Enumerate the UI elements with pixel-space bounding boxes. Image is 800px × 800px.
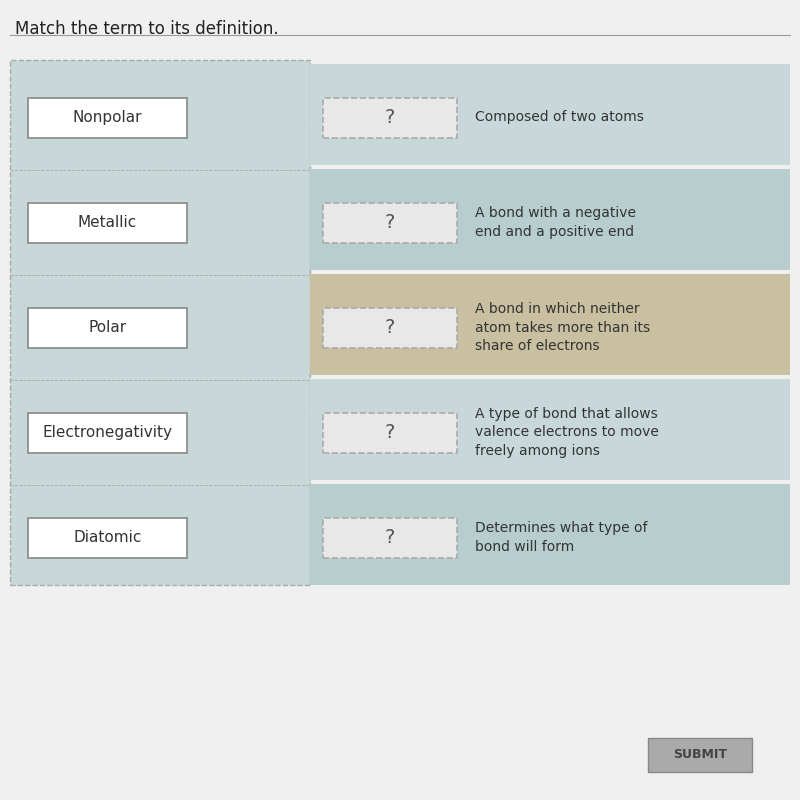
FancyBboxPatch shape [28, 98, 187, 138]
Bar [310, 64, 790, 165]
FancyBboxPatch shape [323, 98, 457, 138]
FancyBboxPatch shape [28, 413, 187, 453]
Text: ?: ? [385, 318, 395, 337]
Text: ?: ? [385, 108, 395, 127]
FancyBboxPatch shape [323, 307, 457, 347]
Bar [310, 274, 790, 375]
Bar [310, 484, 790, 585]
Text: Determines what type of
bond will form: Determines what type of bond will form [475, 522, 647, 554]
Text: Polar: Polar [89, 320, 126, 335]
FancyBboxPatch shape [28, 307, 187, 347]
Text: Diatomic: Diatomic [74, 530, 142, 545]
Text: Metallic: Metallic [78, 215, 137, 230]
FancyBboxPatch shape [323, 518, 457, 558]
FancyBboxPatch shape [28, 518, 187, 558]
FancyBboxPatch shape [648, 738, 752, 772]
Bar [310, 169, 790, 270]
Text: Match the term to its definition.: Match the term to its definition. [15, 20, 278, 38]
Text: Composed of two atoms: Composed of two atoms [475, 110, 644, 125]
Text: A bond in which neither
atom takes more than its
share of electrons: A bond in which neither atom takes more … [475, 302, 650, 353]
FancyBboxPatch shape [323, 202, 457, 242]
Text: SUBMIT: SUBMIT [673, 749, 727, 762]
Text: Nonpolar: Nonpolar [73, 110, 142, 125]
FancyBboxPatch shape [323, 413, 457, 453]
FancyBboxPatch shape [10, 60, 310, 585]
Bar [310, 379, 790, 480]
Text: ?: ? [385, 528, 395, 547]
Text: ?: ? [385, 213, 395, 232]
Text: Electronegativity: Electronegativity [42, 425, 173, 440]
Text: A type of bond that allows
valence electrons to move
freely among ions: A type of bond that allows valence elect… [475, 407, 659, 458]
Text: A bond with a negative
end and a positive end: A bond with a negative end and a positiv… [475, 206, 636, 238]
Text: ?: ? [385, 423, 395, 442]
FancyBboxPatch shape [28, 202, 187, 242]
